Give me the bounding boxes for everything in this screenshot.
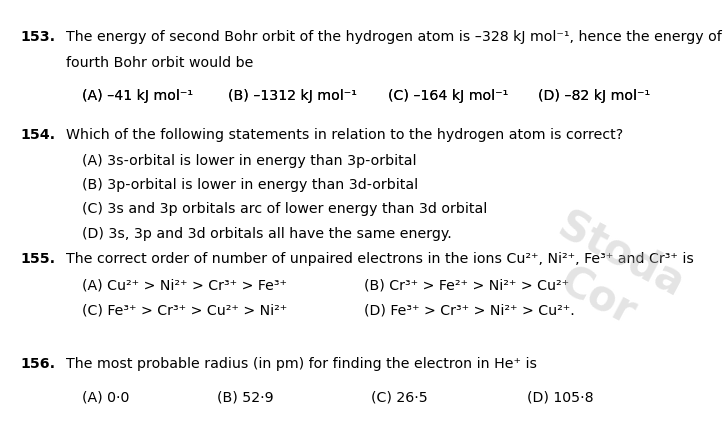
Text: The energy of second Bohr orbit of the hydrogen atom is –328 kJ mol⁻¹, hence the: The energy of second Bohr orbit of the h… [65,30,721,44]
Text: (D) 105·8: (D) 105·8 [527,391,594,405]
Text: (B) 52·9: (B) 52·9 [217,391,274,405]
Text: 156.: 156. [20,357,55,371]
Text: (A) 3s-orbital is lower in energy than 3p-orbital: (A) 3s-orbital is lower in energy than 3… [82,154,417,168]
Text: (B) 3p-orbital is lower in energy than 3d-orbital: (B) 3p-orbital is lower in energy than 3… [82,178,418,192]
Text: 153.: 153. [20,30,55,44]
Text: (D) –82 kJ mol⁻¹: (D) –82 kJ mol⁻¹ [538,89,650,102]
Text: (D) Fe³⁺ > Cr³⁺ > Ni²⁺ > Cu²⁺.: (D) Fe³⁺ > Cr³⁺ > Ni²⁺ > Cu²⁺. [364,303,574,317]
Text: The correct order of number of unpaired electrons in the ions Cu²⁺, Ni²⁺, Fe³⁺ a: The correct order of number of unpaired … [65,252,694,266]
Text: The most probable radius (in pm) for finding the electron in He⁺ is: The most probable radius (in pm) for fin… [65,357,537,371]
Text: (B) –1312 kJ mol⁻¹: (B) –1312 kJ mol⁻¹ [228,89,357,102]
Text: (A) 0·0: (A) 0·0 [82,391,129,405]
Text: (B) Cr³⁺ > Fe²⁺ > Ni²⁺ > Cu²⁺: (B) Cr³⁺ > Fe²⁺ > Ni²⁺ > Cu²⁺ [364,278,569,292]
Text: (A) –41 kJ mol⁻¹: (A) –41 kJ mol⁻¹ [82,89,193,102]
Text: 154.: 154. [20,128,55,142]
Text: Which of the following statements in relation to the hydrogen atom is correct?: Which of the following statements in rel… [65,128,623,142]
Text: (D) –82 kJ mol⁻¹: (D) –82 kJ mol⁻¹ [538,89,650,102]
Text: (C) –164 kJ mol⁻¹: (C) –164 kJ mol⁻¹ [388,89,509,102]
Text: (B) –1312 kJ mol⁻¹: (B) –1312 kJ mol⁻¹ [228,89,357,102]
Text: (A) –41 kJ mol⁻¹: (A) –41 kJ mol⁻¹ [82,89,193,102]
Text: (C) 3s and 3p orbitals arc of lower energy than 3d orbital: (C) 3s and 3p orbitals arc of lower ener… [82,202,487,216]
Text: (C) Fe³⁺ > Cr³⁺ > Cu²⁺ > Ni²⁺: (C) Fe³⁺ > Cr³⁺ > Cu²⁺ > Ni²⁺ [82,303,287,317]
Text: (C) 26·5: (C) 26·5 [371,391,427,405]
Text: 155.: 155. [20,252,55,266]
Text: (D) 3s, 3p and 3d orbitals all have the same energy.: (D) 3s, 3p and 3d orbitals all have the … [82,227,451,240]
Text: (A) Cu²⁺ > Ni²⁺ > Cr³⁺ > Fe³⁺: (A) Cu²⁺ > Ni²⁺ > Cr³⁺ > Fe³⁺ [82,278,287,292]
Text: Stoda
Cor: Stoda Cor [528,204,691,348]
Text: fourth Bohr orbit would be: fourth Bohr orbit would be [65,56,253,70]
Text: (C) –164 kJ mol⁻¹: (C) –164 kJ mol⁻¹ [388,89,509,102]
